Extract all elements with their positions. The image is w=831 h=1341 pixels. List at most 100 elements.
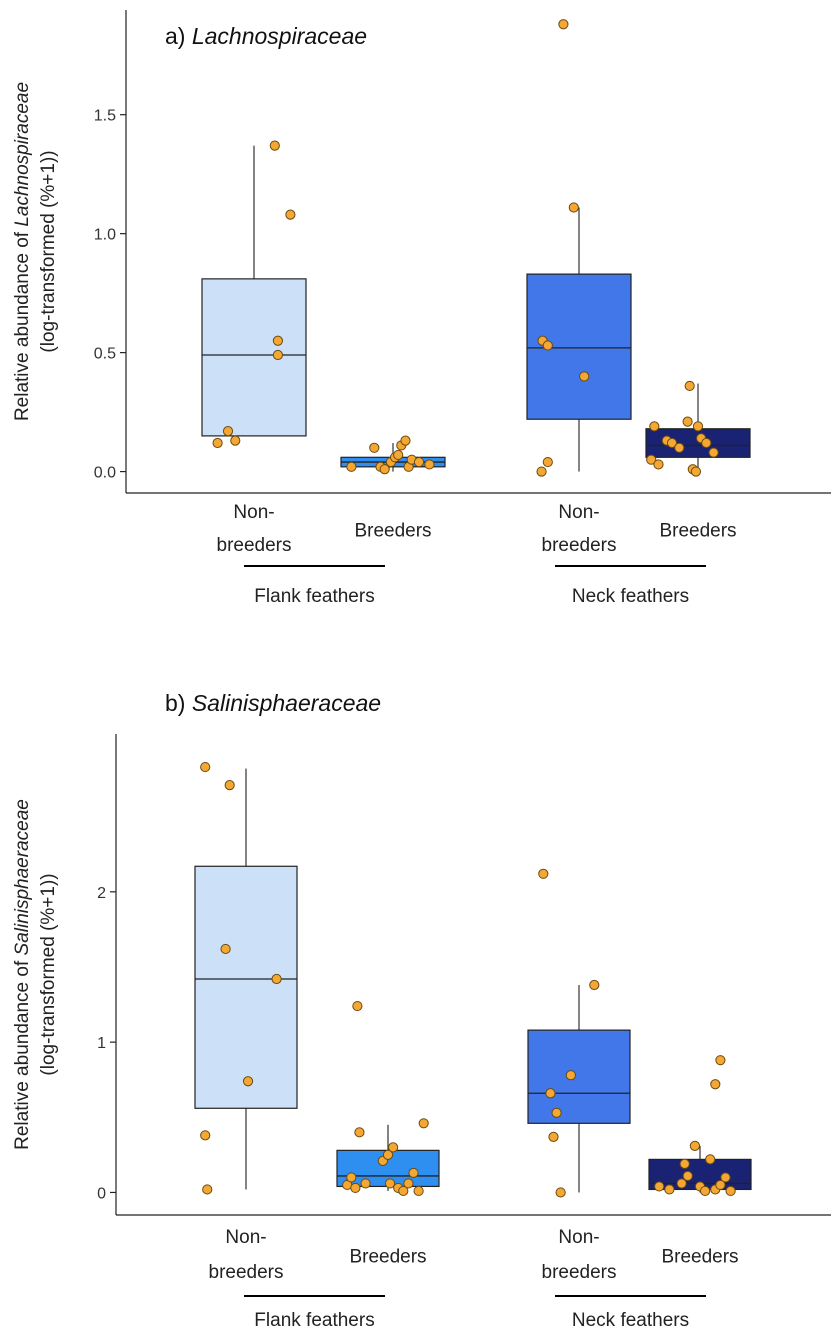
panel-b-data-point (705, 1154, 716, 1165)
panel-b-data-point (700, 1185, 711, 1197)
panel-a-data-point (666, 437, 678, 449)
panel-a-group-label: Flank feathers (254, 586, 374, 607)
panel-a-y-tick-label: 0.0 (94, 465, 116, 482)
panel-a-data-point (272, 335, 284, 346)
panel-b-data-point (382, 1149, 394, 1160)
panel-a-category-label: Breeders (354, 521, 431, 542)
panel-a-data-point (558, 19, 569, 30)
panel-b-data-point (384, 1178, 396, 1189)
panel-b-data-point (548, 1131, 559, 1142)
panel-a-data-point (269, 140, 280, 151)
panel-b-data-point (224, 780, 235, 791)
panel-b-category-label-line1: Non- (558, 1227, 599, 1248)
panel-a-data-point (285, 209, 296, 220)
panel-b-data-point (545, 1088, 556, 1099)
panel-b-category-label: Breeders (661, 1247, 738, 1268)
panel-a-title-prefix: a) (165, 23, 192, 49)
panel-b-data-point (360, 1178, 371, 1189)
panel-b-data-point (398, 1185, 409, 1197)
panel-a-data-point (690, 466, 702, 477)
panel-a-ylabel-line1: Relative abundance of Lachnospiraceae (12, 82, 33, 421)
panel-a-title: a) Lachnospiraceae (165, 23, 367, 49)
panel-a-ylabel-line2: (log-transformed (%+1)) (38, 150, 59, 352)
panel-a-category-label: Breeders (659, 521, 736, 542)
panel-a-y-tick-label: 1.5 (94, 108, 116, 125)
panel-b-data-point (200, 761, 211, 773)
panel-a-data-point (692, 421, 704, 432)
panel-b-data-point (352, 1000, 363, 1012)
panel-b-data-point (551, 1107, 562, 1118)
panel-b-data-point (413, 1185, 424, 1197)
panel-a-y-tick-label: 1.0 (94, 227, 116, 244)
panel-a-data-point (579, 371, 590, 382)
panel-a-data-point (369, 442, 380, 453)
panel-a-data-point (542, 456, 553, 468)
panel-b-data-point (388, 1142, 399, 1153)
panel-a-data-point (649, 421, 660, 432)
panel-a-data-point (272, 349, 284, 361)
panel-b-ylabel-taxon: Salinisphaeraceae (12, 799, 33, 955)
panel-a-data-point (708, 447, 719, 458)
panel-b-title-family: Salinisphaeraceae (192, 690, 381, 716)
panel-a-data-point (346, 461, 357, 472)
panel-a-category-label-line1: Non- (233, 502, 274, 523)
panel-b-box (527, 1029, 631, 1124)
panel-a-data-point (542, 340, 553, 351)
panel-a-box (526, 273, 632, 420)
panel-a-group-label: Neck feathers (572, 586, 689, 607)
panel-b-data-point (403, 1178, 414, 1189)
panel-b-y-tick-label: 2 (97, 885, 106, 902)
panel-b-data-point (555, 1187, 566, 1198)
panel-b-data-point (715, 1055, 726, 1066)
panel-a-data-point (379, 464, 390, 475)
panel-b-data-point (408, 1167, 419, 1179)
panel-b-category-label-line1: Non- (225, 1227, 266, 1248)
panel-b-y-tick-label: 0 (97, 1185, 106, 1202)
panel-a-data-point (674, 442, 685, 453)
panel-a-data-point (682, 416, 693, 427)
panel-b-group-label: Neck feathers (572, 1310, 689, 1331)
panel-b-category-label-line2: breeders (209, 1262, 284, 1283)
panel-b-data-point (689, 1140, 701, 1151)
panel-a-data-point (212, 437, 223, 449)
panel-a-data-point (646, 454, 657, 465)
panel-a-data-point (413, 456, 425, 468)
panel-a-data-point (701, 437, 712, 449)
panel-b-data-point (271, 973, 282, 985)
panel-b-data-point (202, 1184, 213, 1195)
panel-a-data-point (653, 459, 664, 470)
panel-b-data-point (710, 1079, 721, 1090)
panel-b-category-label-line2: breeders (542, 1262, 617, 1283)
panel-b-ylabel-line1: Relative abundance of Salinisphaeraceae (12, 799, 33, 1150)
panel-b-data-point (715, 1179, 726, 1191)
panel-b-group-label: Flank feathers (254, 1310, 374, 1331)
panel-b-category-label: Breeders (349, 1247, 426, 1268)
panel-a-data-point (536, 466, 547, 477)
panel-b-data-point (220, 943, 231, 955)
panel-b-data-point (242, 1076, 254, 1087)
panel-b-ylabel-prefix: Relative abundance of (12, 955, 33, 1149)
panel-b-data-point (682, 1170, 693, 1182)
panel-b-data-point (354, 1127, 365, 1138)
panel-b-data-point (676, 1178, 687, 1189)
panel-b-data-point (654, 1181, 665, 1192)
panel-b-data-point (679, 1158, 690, 1169)
panel-a-box (201, 278, 307, 437)
panel-a-data-point (684, 380, 695, 392)
panel-a-data-point (400, 435, 411, 446)
panel-b-data-point (200, 1130, 211, 1141)
panel-a-category-label-line2: breeders (542, 535, 617, 556)
panel-b-data-point (589, 979, 600, 991)
panel-b-title: b) Salinisphaeraceae (165, 690, 381, 716)
panel-a-box (645, 428, 751, 458)
panel-b-title-prefix: b) (165, 690, 192, 716)
panel-b-data-point (346, 1172, 357, 1183)
panel-b-box (194, 865, 298, 1109)
panel-a-ylabel-prefix: Relative abundance of (12, 227, 33, 421)
panel-b-ylabel-line2: (log-transformed (%+1)) (38, 873, 59, 1075)
panel-b-y-tick-label: 1 (97, 1035, 106, 1052)
panel-b-data-point (350, 1182, 361, 1194)
panel-a-data-point (393, 449, 404, 461)
panel-b-data-point (725, 1185, 736, 1197)
